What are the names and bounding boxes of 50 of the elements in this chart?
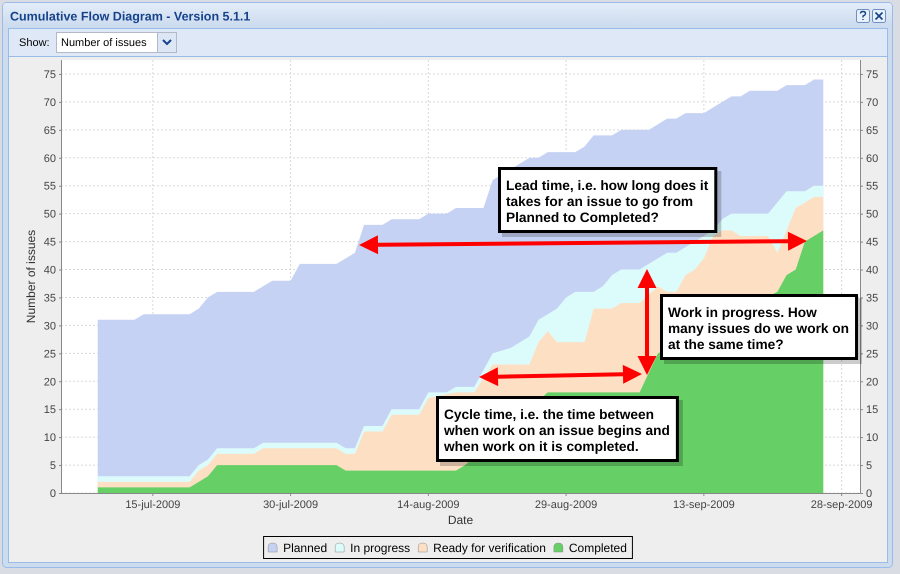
y2-tick-label: 70 <box>866 96 878 109</box>
x-tick-label: 14-aug-2009 <box>397 499 460 511</box>
x-tick-label: 13-sep-2009 <box>672 499 735 511</box>
legend-label: Completed <box>568 541 627 555</box>
y-tick-label: 5 <box>50 460 56 472</box>
y-tick-label: 75 <box>44 68 56 81</box>
x-tick-label: 28-sep-2009 <box>810 499 873 511</box>
y2-tick-label: 30 <box>866 320 878 332</box>
annotation: Cycle time, i.e. the time between when work on an issue begins and when work on it is completed. <box>443 407 670 454</box>
y-tick-label: 65 <box>44 124 56 137</box>
y2-tick-label: 20 <box>866 376 878 388</box>
annotation: Work in progress. How many issues do we work on at the same time? <box>668 305 850 352</box>
y2-tick-label: 50 <box>866 208 878 221</box>
y-axis-title: Number of issues <box>24 230 38 324</box>
y2-tick-label: 25 <box>866 348 878 360</box>
y-tick-label: 40 <box>44 264 56 277</box>
y2-tick-label: 75 <box>866 68 878 81</box>
text: Show: <box>19 37 50 49</box>
x-axis-title: Date <box>448 513 474 527</box>
y-tick-label: 25 <box>44 348 56 360</box>
y-tick-label: 10 <box>44 432 56 444</box>
legend-label: Ready for verification <box>433 541 546 555</box>
y2-tick-label: 40 <box>866 264 878 277</box>
y2-tick-label: 10 <box>866 432 878 444</box>
y-tick-label: 55 <box>44 180 56 193</box>
y-tick-label: 45 <box>44 236 56 249</box>
y2-tick-label: 45 <box>866 236 878 249</box>
x-tick-label: 29-aug-2009 <box>534 499 598 511</box>
y-tick-label: 0 <box>50 488 56 500</box>
y-tick-label: 15 <box>44 404 56 416</box>
chart-title: Cumulative Flow Diagram - Version 5.1.1 <box>10 10 250 24</box>
y-tick-label: 60 <box>44 152 56 165</box>
y-tick-label: 30 <box>44 320 56 332</box>
x-tick-label: 30-jul-2009 <box>263 499 318 511</box>
y2-tick-label: 60 <box>866 152 878 165</box>
y-tick-label: 70 <box>44 96 56 109</box>
y-tick-label: 35 <box>44 292 56 304</box>
y2-tick-label: 15 <box>866 404 878 416</box>
y2-tick-label: 55 <box>866 180 878 193</box>
annotation: Lead time, i.e. how long does it takes for an issue to go from Planned to Completed? <box>506 178 709 225</box>
y-tick-label: 20 <box>44 376 56 388</box>
text: Number of issues <box>61 37 148 49</box>
y-tick-label: 50 <box>44 208 56 221</box>
legend-label: Planned <box>283 541 328 555</box>
y2-tick-label: 5 <box>866 460 872 472</box>
x-tick-label: 15-jul-2009 <box>125 499 180 511</box>
y2-tick-label: 35 <box>866 292 878 304</box>
legend-label: In progress <box>350 541 410 555</box>
y2-tick-label: 0 <box>866 488 872 500</box>
y2-tick-label: 65 <box>866 124 878 137</box>
